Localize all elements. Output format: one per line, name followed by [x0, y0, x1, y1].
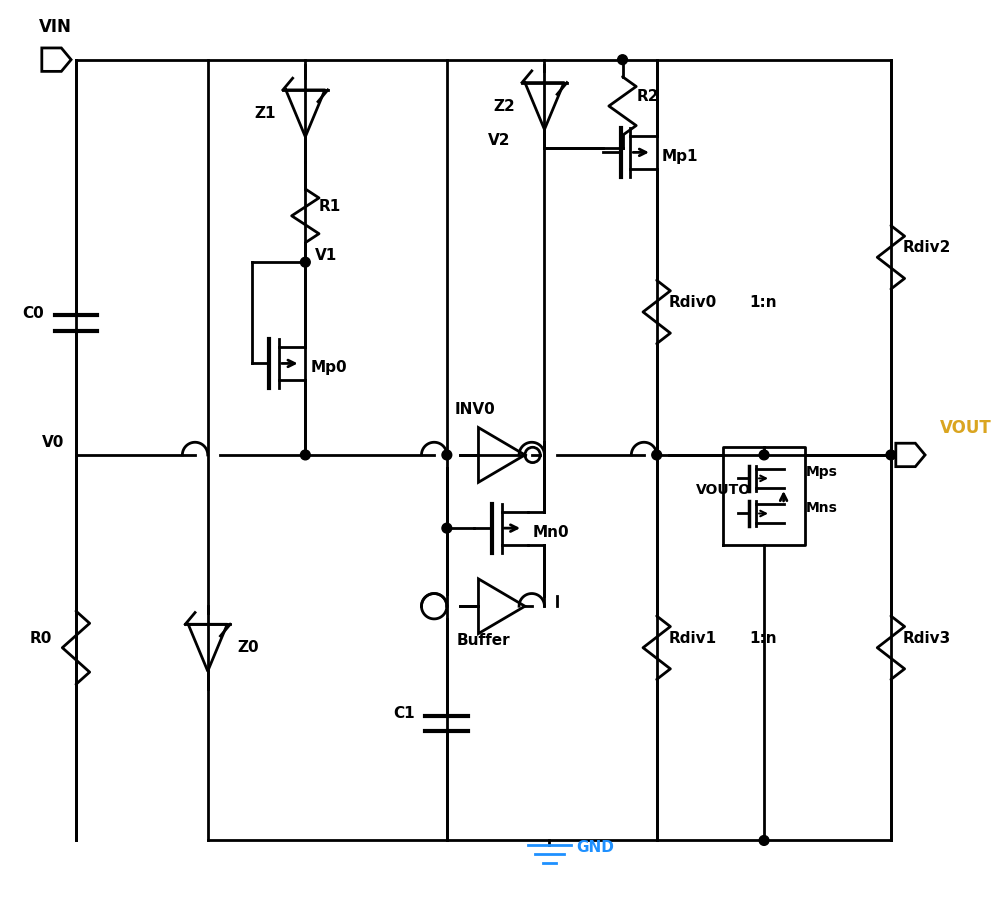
Circle shape [886, 450, 896, 460]
Text: INV0: INV0 [455, 402, 495, 417]
Text: V0: V0 [42, 435, 64, 450]
Text: Buffer: Buffer [457, 634, 510, 648]
Text: Mns: Mns [806, 500, 838, 515]
Circle shape [759, 835, 769, 845]
Circle shape [442, 450, 452, 460]
Text: C1: C1 [393, 707, 415, 721]
Text: R2: R2 [636, 89, 659, 104]
Circle shape [618, 55, 627, 64]
Text: 1:n: 1:n [749, 295, 777, 310]
Text: Mp0: Mp0 [310, 360, 347, 375]
Circle shape [300, 450, 310, 460]
Circle shape [759, 450, 769, 460]
Text: VIN: VIN [39, 18, 72, 36]
Text: Mps: Mps [806, 465, 838, 480]
Text: Z2: Z2 [493, 99, 515, 113]
Text: C0: C0 [22, 306, 44, 321]
Text: V2: V2 [488, 132, 510, 148]
Text: V1: V1 [315, 248, 337, 263]
Circle shape [442, 523, 452, 533]
Text: VOUT: VOUT [940, 420, 991, 437]
Text: Mp1: Mp1 [662, 148, 698, 164]
Text: VOUTO: VOUTO [696, 483, 751, 497]
Text: Mn0: Mn0 [533, 525, 569, 539]
Text: Rdiv2: Rdiv2 [903, 241, 951, 255]
Text: Z0: Z0 [237, 640, 259, 655]
Text: Rdiv3: Rdiv3 [903, 631, 951, 646]
Circle shape [300, 257, 310, 267]
Circle shape [652, 450, 662, 460]
Text: 1:n: 1:n [749, 631, 777, 646]
Text: Rdiv0: Rdiv0 [668, 295, 717, 310]
Text: R0: R0 [29, 631, 52, 646]
Text: Rdiv1: Rdiv1 [668, 631, 717, 646]
Text: GND: GND [577, 840, 615, 855]
Text: Z1: Z1 [255, 106, 276, 121]
Text: R1: R1 [319, 199, 341, 214]
